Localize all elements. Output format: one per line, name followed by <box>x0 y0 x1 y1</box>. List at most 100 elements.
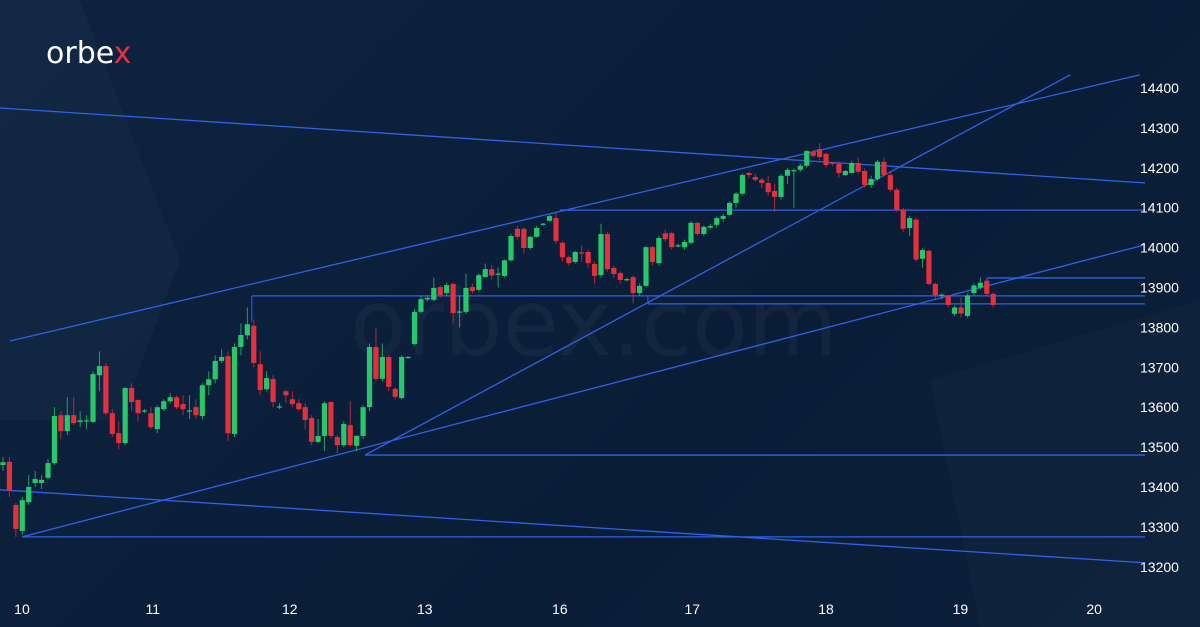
candle <box>463 273 469 314</box>
candle <box>759 177 765 188</box>
y-axis: 14400 14300 14200 14100 14000 13900 13800 13700… <box>1140 80 1179 575</box>
candle-body <box>103 366 109 414</box>
candle-body <box>501 260 508 276</box>
candle-body <box>321 403 328 436</box>
candle-body <box>212 360 218 380</box>
candle-body <box>733 193 739 203</box>
trend-lines <box>0 74 1146 564</box>
candle-body <box>874 161 881 179</box>
candle <box>952 305 958 317</box>
candle <box>392 387 398 400</box>
candle <box>778 173 784 200</box>
candle <box>315 419 321 444</box>
x-tick-label: 10 <box>14 601 30 617</box>
candle <box>360 405 366 440</box>
candle-body <box>32 479 38 484</box>
candle-body <box>772 190 778 197</box>
candle-body <box>952 307 958 314</box>
candle-body <box>154 407 160 430</box>
candle-body <box>90 374 96 422</box>
candle-body <box>83 420 90 422</box>
candle <box>669 231 675 250</box>
candle-body <box>167 397 173 402</box>
candle-body <box>411 311 418 345</box>
candle <box>508 233 514 262</box>
candle-body <box>289 399 295 405</box>
candle <box>836 161 842 178</box>
candle-body <box>193 407 199 416</box>
candle <box>276 403 283 410</box>
candle <box>624 277 630 282</box>
candle-body <box>135 400 141 414</box>
candle-body <box>334 437 340 446</box>
candle-body <box>604 234 611 270</box>
candle-body <box>546 216 553 221</box>
candle <box>971 283 977 296</box>
candle <box>643 245 649 288</box>
candle <box>289 391 295 408</box>
x-tick-label: 20 <box>1086 601 1102 617</box>
candle-body <box>752 176 758 180</box>
x-axis: 10 11 12 13 16 17 18 19 20 <box>14 601 1102 617</box>
candle-body <box>296 403 302 410</box>
y-tick-label: 14400 <box>1140 80 1179 96</box>
candle <box>38 475 45 489</box>
candle <box>598 223 604 278</box>
candle-body <box>270 378 276 403</box>
lower-descending-line <box>0 489 1146 564</box>
candle <box>579 245 585 262</box>
candle <box>386 355 392 392</box>
candle <box>148 407 154 430</box>
candle-body <box>456 311 463 313</box>
candle <box>694 221 701 236</box>
candle <box>784 167 791 184</box>
candle-body <box>784 169 791 176</box>
y-tick-label: 13400 <box>1140 479 1179 495</box>
candle <box>611 265 617 278</box>
candle <box>726 201 733 216</box>
candle <box>810 149 816 158</box>
candle <box>919 248 926 268</box>
candle <box>373 327 379 382</box>
candle <box>649 245 656 266</box>
candle <box>296 399 302 412</box>
candle <box>990 292 996 308</box>
candle <box>521 227 527 254</box>
x-tick-label: 11 <box>146 601 161 617</box>
candles <box>0 143 996 537</box>
candle-body <box>913 219 919 260</box>
candle <box>746 171 752 178</box>
candle <box>765 175 771 196</box>
candle <box>71 397 77 426</box>
candle-body <box>302 407 308 420</box>
x-tick-label: 12 <box>282 601 298 617</box>
candle <box>681 239 688 250</box>
candle <box>450 282 456 324</box>
candle-body <box>707 226 713 228</box>
candle-body <box>630 277 636 294</box>
orbex-logo: orbex <box>46 36 132 71</box>
candle-body <box>38 479 45 484</box>
candle-body <box>19 500 25 531</box>
candle <box>141 409 148 414</box>
candle <box>283 389 289 404</box>
candle <box>13 502 19 537</box>
candle <box>302 403 308 430</box>
candle-body <box>0 462 6 466</box>
candle <box>874 159 881 181</box>
candle <box>96 351 103 392</box>
candle-body <box>829 162 836 164</box>
y-tick-label: 14200 <box>1140 160 1179 176</box>
candle <box>51 407 58 466</box>
candle-body <box>534 228 540 237</box>
candle-body <box>746 172 752 175</box>
candle <box>939 293 945 300</box>
candle-body <box>990 293 996 306</box>
candle-body <box>354 435 360 446</box>
candle-body <box>238 334 244 347</box>
candle-body <box>694 222 701 235</box>
candle <box>791 168 797 208</box>
candle <box>585 249 591 268</box>
